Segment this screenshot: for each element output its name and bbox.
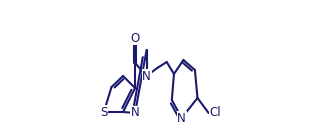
Text: N: N	[177, 112, 186, 124]
Text: N: N	[142, 69, 151, 83]
Text: N: N	[131, 106, 139, 120]
Text: O: O	[130, 32, 140, 44]
Text: Cl: Cl	[210, 106, 221, 120]
Text: S: S	[100, 106, 107, 118]
